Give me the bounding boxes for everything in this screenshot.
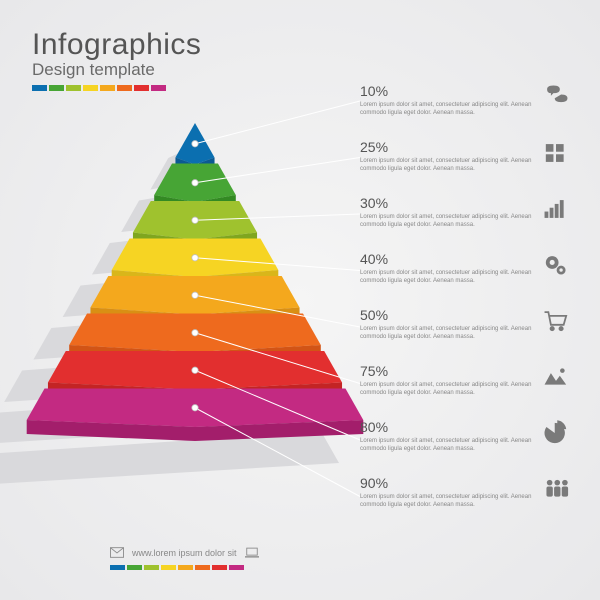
percentage-label: 30% — [360, 195, 532, 211]
lorem-text: Lorem ipsum dolor sit amet, consectetuer… — [360, 381, 532, 398]
percentage-label: 50% — [360, 307, 532, 323]
footer: www.lorem ipsum dolor sit — [110, 547, 259, 558]
lorem-text: Lorem ipsum dolor sit amet, consectetuer… — [360, 493, 532, 510]
percentage-label: 75% — [360, 363, 532, 379]
info-item: 40% Lorem ipsum dolor sit amet, consecte… — [360, 251, 570, 295]
mountains-icon — [542, 363, 570, 391]
lorem-text: Lorem ipsum dolor sit amet, consectetuer… — [360, 101, 532, 118]
color-swatches-bottom — [110, 565, 244, 570]
percentage-label: 25% — [360, 139, 532, 155]
cart-icon — [542, 307, 570, 335]
lorem-text: Lorem ipsum dolor sit amet, consectetuer… — [360, 157, 532, 174]
info-item: 80% Lorem ipsum dolor sit amet, consecte… — [360, 419, 570, 463]
percentage-label: 80% — [360, 419, 532, 435]
lorem-text: Lorem ipsum dolor sit amet, consectetuer… — [360, 213, 532, 230]
gears-icon — [542, 251, 570, 279]
chat-icon — [542, 83, 570, 111]
footer-text: www.lorem ipsum dolor sit — [132, 548, 237, 558]
info-item: 30% Lorem ipsum dolor sit amet, consecte… — [360, 195, 570, 239]
laptop-icon — [245, 547, 259, 558]
percentage-label: 40% — [360, 251, 532, 267]
info-item: 50% Lorem ipsum dolor sit amet, consecte… — [360, 307, 570, 351]
info-item: 10% Lorem ipsum dolor sit amet, consecte… — [360, 83, 570, 127]
puzzle-icon — [542, 139, 570, 167]
lorem-text: Lorem ipsum dolor sit amet, consectetuer… — [360, 325, 532, 342]
info-item: 75% Lorem ipsum dolor sit amet, consecte… — [360, 363, 570, 407]
info-item: 90% Lorem ipsum dolor sit amet, consecte… — [360, 475, 570, 519]
lorem-text: Lorem ipsum dolor sit amet, consectetuer… — [360, 437, 532, 454]
info-list: 10% Lorem ipsum dolor sit amet, consecte… — [360, 83, 570, 531]
bars-icon — [542, 195, 570, 223]
pie-icon — [542, 419, 570, 447]
mail-icon — [110, 547, 124, 558]
percentage-label: 90% — [360, 475, 532, 491]
people-icon — [542, 475, 570, 503]
info-item: 25% Lorem ipsum dolor sit amet, consecte… — [360, 139, 570, 183]
lorem-text: Lorem ipsum dolor sit amet, consectetuer… — [360, 269, 532, 286]
percentage-label: 10% — [360, 83, 532, 99]
